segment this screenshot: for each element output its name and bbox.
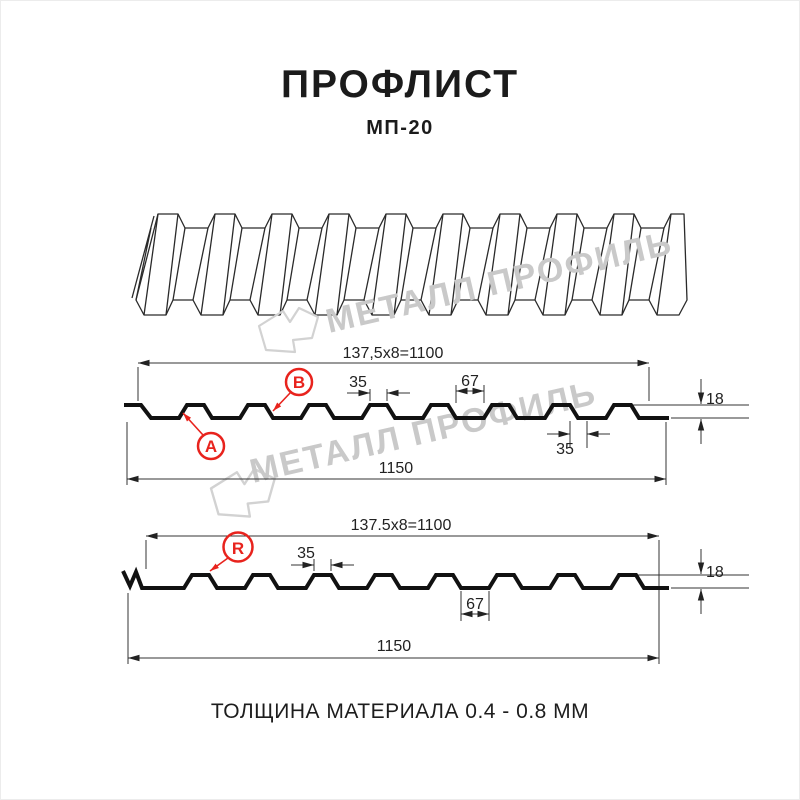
extension-lines	[127, 540, 749, 664]
dim-profile-height: 18	[706, 391, 724, 408]
callout-circle-a	[196, 431, 226, 461]
callout-circle-b	[284, 367, 314, 397]
profile-outline-bottom	[121, 566, 669, 591]
dim-width-formula: 137,5x8=1100	[343, 345, 444, 362]
callout-line-b	[272, 391, 292, 412]
watermark-lower: МЕТАЛЛ ПРОФИЛЬ	[209, 374, 600, 518]
callout-label-r: R	[232, 539, 244, 558]
metall-profil-logo-icon	[257, 306, 320, 354]
page-title: ПРОФЛИСТ	[280, 63, 520, 106]
watermark-text: МЕТАЛЛ ПРОФИЛЬ	[322, 224, 676, 341]
dim-crest-width: 35	[297, 545, 315, 562]
sheet-rib-lines	[131, 213, 672, 316]
callout-line-r	[209, 557, 229, 572]
dim-total-width: 1150	[377, 638, 412, 655]
cross-section-top: 137,5x8=1100 35 67 35 18 1150 A B	[124, 345, 749, 485]
dim-crest-width: 35	[349, 374, 367, 391]
profile-model-subtitle: МП-20	[366, 117, 434, 139]
callout-label-a: A	[205, 437, 217, 456]
material-thickness-note: ТОЛЩИНА МАТЕРИАЛА 0.4 - 0.8 ММ	[210, 700, 590, 723]
callout-line-a	[182, 412, 204, 436]
cross-section-bottom: 137.5x8=1100 35 67 18 1150 R	[121, 517, 749, 664]
dim-valley-width: 67	[461, 373, 479, 390]
profile-3d-view	[131, 213, 688, 316]
dim-step-offset: 35	[556, 441, 574, 458]
dim-valley-width: 67	[466, 596, 484, 613]
profile-outline-top	[124, 403, 669, 420]
callout-label-b: B	[293, 373, 305, 392]
dim-total-width: 1150	[379, 460, 414, 477]
dim-width-formula: 137.5x8=1100	[351, 517, 452, 534]
dim-profile-height: 18	[706, 564, 724, 581]
callout-circle-r	[222, 531, 254, 563]
